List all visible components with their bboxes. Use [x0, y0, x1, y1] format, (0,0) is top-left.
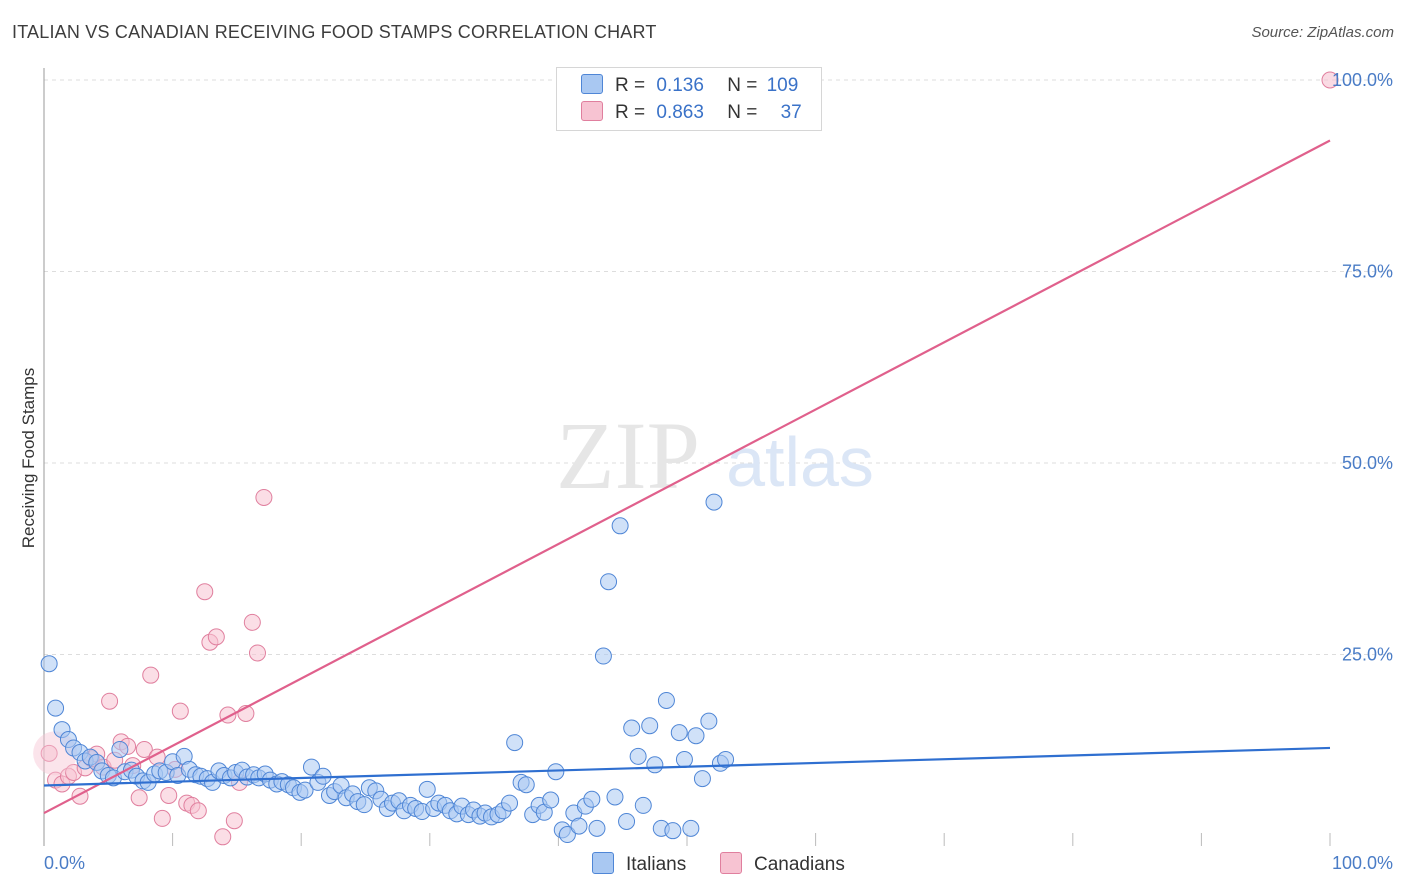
bottom-legend-italians: Italians [592, 852, 686, 876]
italians-point [664, 822, 682, 840]
italians-point [611, 517, 629, 535]
x-tick-label: 100.0% [1332, 853, 1393, 873]
canadians-point [225, 812, 243, 830]
italians-point [506, 734, 524, 752]
canadians-point [207, 628, 225, 646]
italians-swatch [592, 852, 614, 874]
bottom-legend-label: Italians [626, 854, 687, 875]
italians-point [355, 796, 373, 814]
canadians-point [214, 828, 232, 846]
italians-point [657, 691, 675, 709]
italians-point [606, 788, 624, 806]
italians-point [600, 573, 618, 591]
italians-point [302, 758, 320, 776]
italians-point [641, 717, 659, 735]
legend-r-label: R = [615, 75, 646, 96]
italians-point [583, 790, 601, 808]
tick-labels: 25.0% 50.0% 75.0% 100.0% 0.0% 100.0% [44, 70, 1393, 873]
legend-row-canadians: R = 0.863 N = 37 [581, 101, 802, 127]
legend-r-value: 0.863 [656, 102, 704, 123]
bottom-legend-label: Canadians [754, 854, 845, 875]
series-italians-points [40, 493, 735, 844]
canadians-swatch [581, 101, 603, 121]
y-tick-label: 25.0% [1342, 645, 1393, 665]
y-tick-label: 50.0% [1342, 453, 1393, 473]
y-tick-label: 75.0% [1342, 262, 1393, 282]
legend-n-label: N = [727, 102, 758, 123]
italians-point [700, 712, 718, 730]
y-tick-label: 100.0% [1332, 70, 1393, 90]
italians-point [501, 794, 519, 812]
y-axis-title: Receiving Food Stamps [19, 368, 38, 548]
trend-lines [43, 139, 1331, 815]
legend-r-label: R = [615, 102, 646, 123]
chart-title: ITALIAN VS CANADIAN RECEIVING FOOD STAMP… [12, 22, 657, 42]
italians-point [629, 747, 647, 765]
italians-point [705, 493, 723, 511]
watermark: ZIP atlas [556, 402, 874, 509]
canadians-point [189, 802, 207, 820]
canadians-trend-line [43, 139, 1331, 815]
italians-swatch [581, 74, 603, 94]
canadians-point [243, 613, 261, 631]
canadians-point [196, 583, 214, 601]
italians-point [623, 719, 641, 737]
correlation-legend: R = 0.136 N = 109 R = 0.863 N = 37 [556, 67, 822, 131]
canadians-point [171, 702, 189, 720]
italians-point [40, 655, 58, 673]
italians-trend-line [43, 746, 1331, 787]
canadians-point [255, 488, 273, 506]
italians-point [517, 776, 535, 794]
italians-point [634, 796, 652, 814]
legend-row-italians: R = 0.136 N = 109 [581, 74, 798, 100]
canadians-point [130, 789, 148, 807]
italians-point [646, 756, 664, 774]
canadians-swatch [720, 852, 742, 874]
italians-point [588, 819, 606, 837]
canadians-point [1321, 71, 1339, 89]
italians-point [111, 740, 129, 758]
italians-point [594, 647, 612, 665]
italians-point [670, 724, 688, 742]
italians-point [717, 750, 735, 768]
source-label: Source: ZipAtlas.com [1251, 24, 1394, 41]
canadians-point [135, 740, 153, 758]
italians-point [542, 791, 560, 809]
legend-n-value: 109 [766, 75, 799, 96]
canadians-point [40, 744, 58, 762]
italians-point [558, 826, 576, 844]
watermark-zip: ZIP [556, 402, 700, 509]
italians-point [296, 781, 314, 799]
italians-point [675, 750, 693, 768]
italians-point [47, 699, 65, 717]
italians-point [687, 727, 705, 745]
canadians-point [248, 644, 266, 662]
italians-point [570, 817, 588, 835]
x-tick-label: 0.0% [44, 853, 85, 873]
legend-n-value: 37 [780, 102, 802, 123]
legend-r-value: 0.136 [656, 75, 704, 96]
canadians-point [160, 786, 178, 804]
bottom-legend-canadians: Canadians [720, 852, 845, 876]
italians-point [418, 780, 436, 798]
canadians-point [101, 692, 119, 710]
grid-lines [43, 79, 1392, 846]
canadians-point [153, 809, 171, 827]
italians-point [618, 812, 636, 830]
italians-point [682, 819, 700, 837]
legend-n-label: N = [727, 75, 758, 96]
watermark-atlas: atlas [726, 423, 874, 501]
canadians-point [142, 666, 160, 684]
italians-point [693, 770, 711, 788]
